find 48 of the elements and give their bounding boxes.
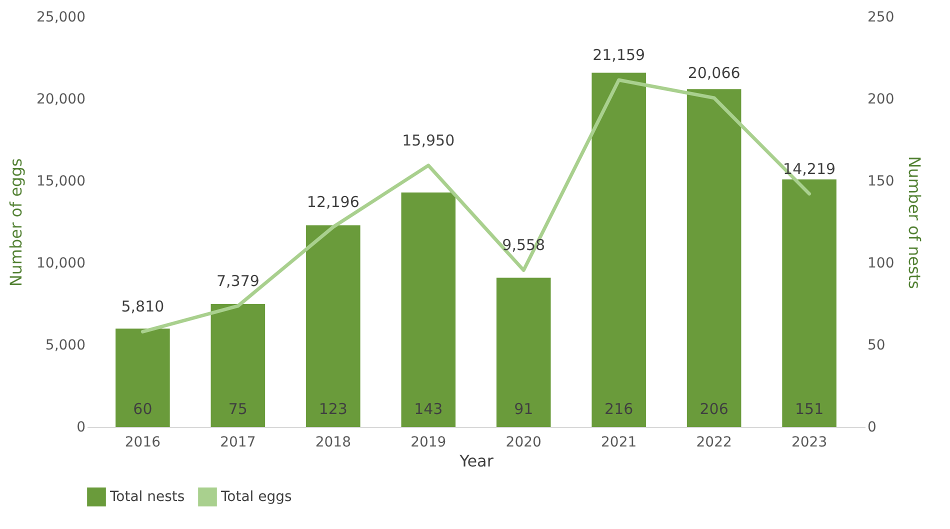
bar: [686, 89, 742, 427]
x-tick-label: 2019: [410, 434, 446, 450]
x-tick-label: 2018: [315, 434, 351, 450]
y-tick-label: 5,000: [45, 338, 86, 354]
bar: [210, 304, 266, 427]
data-label: 216: [604, 400, 634, 418]
bar: [782, 179, 836, 427]
y-tick-label: 15,000: [36, 174, 86, 190]
y-tick-label: 0: [76, 420, 86, 436]
x-tick-label: 2023: [791, 434, 828, 450]
y2-axis-title: Number of nests: [905, 156, 924, 289]
y2-tick-label: 100: [868, 256, 894, 272]
data-label: 75: [228, 400, 248, 418]
bar: [116, 328, 170, 427]
data-label: 206: [700, 400, 728, 418]
legend-label: Total eggs: [220, 488, 292, 505]
y2-tick-label: 0: [868, 420, 876, 436]
data-label: 91: [514, 400, 534, 418]
y-axis-title: Number of eggs: [6, 158, 26, 287]
bar: [401, 192, 456, 427]
data-label: 12,196: [306, 192, 360, 211]
data-label: 60: [133, 400, 152, 418]
x-tick-label: 2021: [601, 434, 637, 450]
bar: [592, 72, 646, 427]
data-label: 21,159: [592, 46, 646, 64]
y-tick-label: 20,000: [36, 92, 86, 108]
x-tick-label: 2020: [506, 434, 542, 450]
y2-tick-label: 250: [868, 10, 894, 26]
y2-tick-label: 150: [868, 174, 894, 190]
bar: [306, 225, 360, 427]
y2-tick-label: 50: [868, 338, 886, 354]
y-tick-label: 10,000: [36, 256, 86, 272]
x-tick-label: 2022: [696, 434, 732, 450]
y-tick-label: 25,000: [36, 10, 86, 26]
data-label: 14,219: [783, 160, 836, 178]
x-axis-title: Year: [458, 452, 494, 470]
data-label: 151: [794, 400, 824, 418]
x-tick-label: 2017: [220, 434, 256, 450]
data-label: 20,066: [688, 64, 740, 82]
data-label: 123: [318, 400, 348, 418]
y2-tick-label: 200: [868, 92, 894, 108]
data-label: 15,950: [402, 131, 455, 150]
legend-label: Total nests: [109, 488, 185, 505]
data-label: 143: [414, 400, 443, 418]
x-tick-label: 2016: [124, 434, 161, 450]
data-label: 7,379: [216, 272, 260, 290]
data-label: 5,810: [121, 298, 164, 316]
bar: [496, 278, 551, 427]
